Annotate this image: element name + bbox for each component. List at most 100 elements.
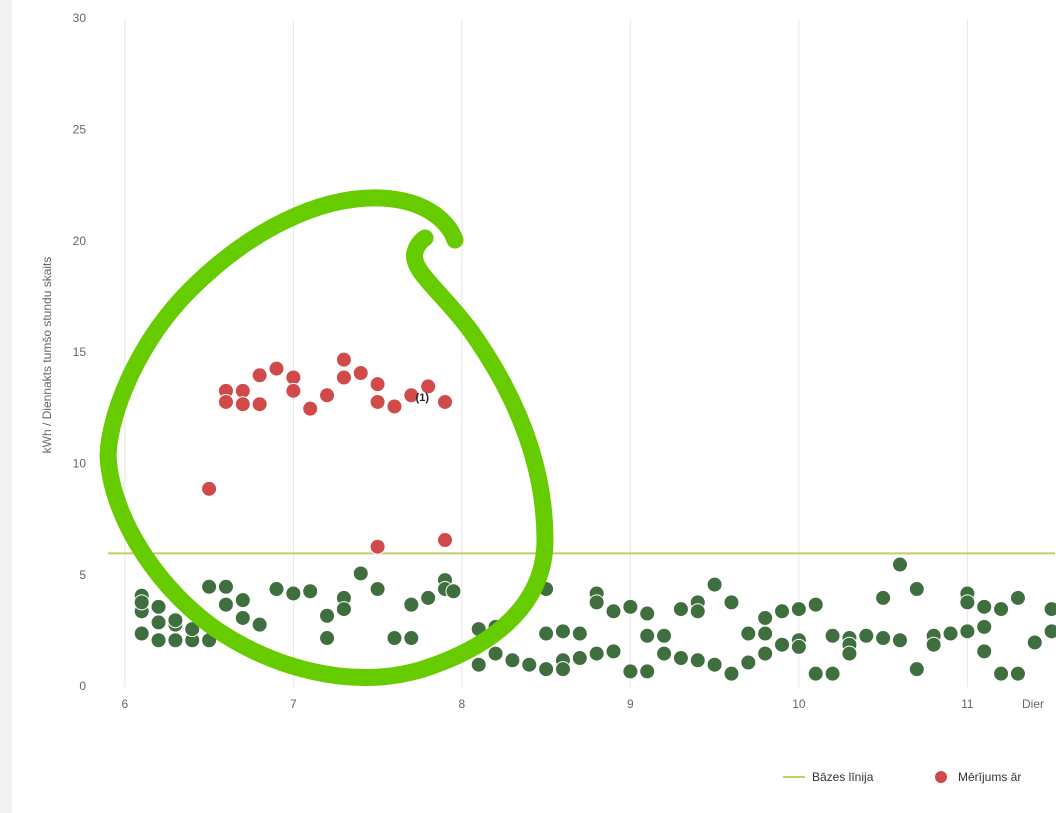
point bbox=[235, 610, 250, 625]
point bbox=[438, 394, 453, 409]
y-tick-label: 25 bbox=[73, 123, 87, 137]
point bbox=[876, 590, 891, 605]
y-tick-label: 5 bbox=[79, 568, 86, 582]
point bbox=[707, 657, 722, 672]
point bbox=[994, 602, 1009, 617]
point bbox=[286, 370, 301, 385]
legend-label: Mērījums ār bbox=[958, 770, 1021, 784]
point bbox=[539, 662, 554, 677]
point bbox=[707, 577, 722, 592]
point bbox=[404, 631, 419, 646]
point bbox=[657, 646, 672, 661]
point bbox=[387, 631, 402, 646]
point bbox=[791, 602, 806, 617]
annotation: (1) bbox=[416, 392, 430, 404]
point bbox=[320, 608, 335, 623]
point bbox=[690, 604, 705, 619]
x-tick-label: 11 bbox=[961, 697, 974, 711]
point bbox=[758, 646, 773, 661]
point bbox=[336, 602, 351, 617]
point bbox=[606, 644, 621, 659]
point bbox=[690, 653, 705, 668]
point bbox=[1044, 624, 1056, 639]
y-tick-label: 10 bbox=[73, 457, 87, 471]
y-tick-label: 20 bbox=[73, 234, 87, 248]
side-strip bbox=[0, 0, 12, 813]
point bbox=[606, 604, 621, 619]
point bbox=[572, 626, 587, 641]
point bbox=[505, 653, 520, 668]
point bbox=[303, 584, 318, 599]
point bbox=[909, 662, 924, 677]
point bbox=[1010, 666, 1025, 681]
point bbox=[252, 368, 267, 383]
point bbox=[808, 597, 823, 612]
point bbox=[825, 628, 840, 643]
point bbox=[808, 666, 823, 681]
page: 05101520253067891011 (1) kWh / Diennakts… bbox=[0, 0, 1056, 813]
point bbox=[555, 624, 570, 639]
point bbox=[370, 394, 385, 409]
x-tick-label: 9 bbox=[627, 697, 634, 711]
point bbox=[640, 628, 655, 643]
point bbox=[892, 633, 907, 648]
point bbox=[741, 655, 756, 670]
y-axis-label: kWh / Diennakts tumšo stundu skaits bbox=[40, 257, 54, 454]
point bbox=[623, 599, 638, 614]
point bbox=[235, 593, 250, 608]
point bbox=[1010, 590, 1025, 605]
point bbox=[842, 646, 857, 661]
point bbox=[404, 597, 419, 612]
point bbox=[202, 481, 217, 496]
point bbox=[909, 582, 924, 597]
point bbox=[320, 388, 335, 403]
point bbox=[353, 366, 368, 381]
point bbox=[286, 586, 301, 601]
point bbox=[977, 644, 992, 659]
point bbox=[724, 595, 739, 610]
point bbox=[825, 666, 840, 681]
point bbox=[943, 626, 958, 641]
point bbox=[555, 662, 570, 677]
point bbox=[252, 617, 267, 632]
point bbox=[218, 394, 233, 409]
point bbox=[657, 628, 672, 643]
point bbox=[336, 352, 351, 367]
point bbox=[336, 370, 351, 385]
point bbox=[960, 595, 975, 610]
point bbox=[977, 619, 992, 634]
point bbox=[202, 579, 217, 594]
point bbox=[589, 646, 604, 661]
point bbox=[775, 637, 790, 652]
point bbox=[134, 626, 149, 641]
point bbox=[438, 533, 453, 548]
point bbox=[640, 606, 655, 621]
y-tick-label: 0 bbox=[79, 679, 86, 693]
point bbox=[758, 626, 773, 641]
point bbox=[269, 582, 284, 597]
legend-marker bbox=[935, 771, 947, 783]
hand-drawn-circle bbox=[108, 198, 545, 678]
y-tick-label: 15 bbox=[73, 345, 87, 359]
point bbox=[471, 657, 486, 672]
point bbox=[994, 666, 1009, 681]
point bbox=[387, 399, 402, 414]
legend: Bāzes līnija Mērījums ār bbox=[783, 770, 1021, 784]
point bbox=[758, 610, 773, 625]
point bbox=[640, 664, 655, 679]
point bbox=[859, 628, 874, 643]
x-tick-label: 10 bbox=[792, 697, 806, 711]
x-tick-label: 8 bbox=[459, 697, 466, 711]
point bbox=[926, 637, 941, 652]
point bbox=[446, 584, 461, 599]
point bbox=[303, 401, 318, 416]
point bbox=[370, 377, 385, 392]
point bbox=[775, 604, 790, 619]
legend-label: Bāzes līnija bbox=[812, 770, 874, 784]
point bbox=[876, 631, 891, 646]
point bbox=[320, 631, 335, 646]
point bbox=[673, 651, 688, 666]
point bbox=[269, 361, 284, 376]
point bbox=[353, 566, 368, 581]
point bbox=[168, 613, 183, 628]
